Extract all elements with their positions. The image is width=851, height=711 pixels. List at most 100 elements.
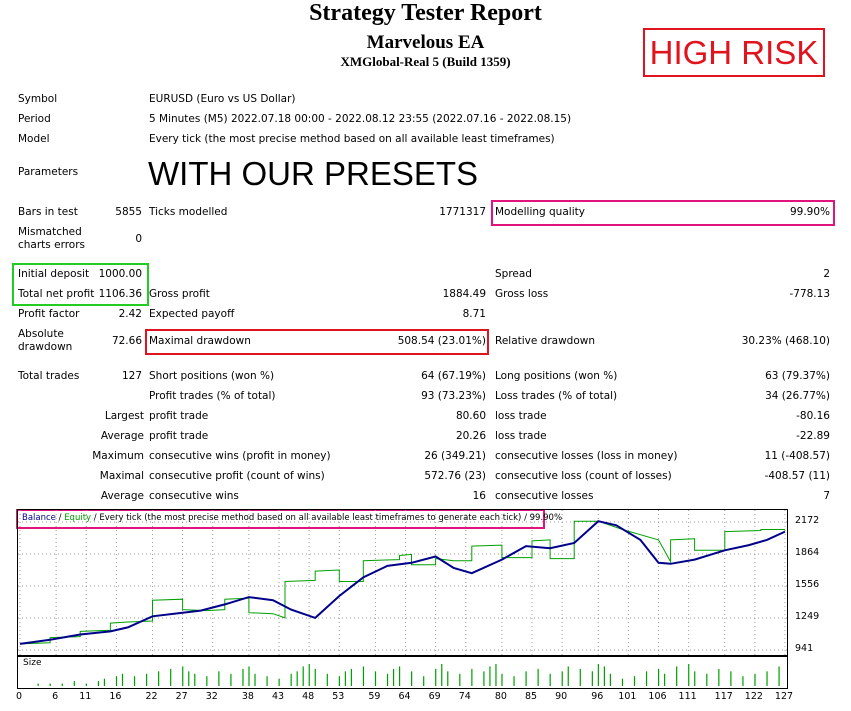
profit-trades-label: Profit trades (% of total) bbox=[149, 390, 276, 402]
size-bar bbox=[718, 668, 720, 686]
x-tick-label: 80 bbox=[494, 691, 507, 702]
size-bar bbox=[121, 673, 124, 686]
mx-cl-label: consecutive loss (count of losses) bbox=[495, 470, 672, 482]
size-bar bbox=[218, 671, 220, 686]
size-bar bbox=[248, 666, 250, 686]
size-bar bbox=[676, 666, 678, 686]
size-bar bbox=[633, 676, 636, 686]
balance-chart-svg bbox=[18, 510, 787, 655]
size-bar bbox=[664, 673, 666, 686]
grossprofit-value: 1884.49 bbox=[442, 288, 486, 300]
largest-lt-label: loss trade bbox=[495, 410, 547, 422]
size-bar bbox=[49, 683, 51, 686]
reldd-label: Relative drawdown bbox=[495, 335, 596, 347]
size-bar bbox=[230, 673, 232, 686]
size-bar bbox=[645, 671, 648, 686]
x-tick-label: 32 bbox=[205, 691, 218, 702]
size-bar bbox=[591, 671, 593, 686]
model-value: Every tick (the most precise method base… bbox=[149, 133, 555, 145]
presets-note: WITH OUR PRESETS bbox=[148, 155, 479, 192]
mx-cl-value: -408.57 (11) bbox=[764, 470, 830, 482]
size-bar bbox=[603, 666, 605, 686]
y-tick-label: 1864 bbox=[795, 547, 820, 559]
x-tick-label: 59 bbox=[368, 691, 381, 702]
maximal-label: Maximal bbox=[99, 470, 144, 482]
size-bar bbox=[344, 671, 346, 686]
average-pt-label: profit trade bbox=[149, 430, 209, 442]
x-tick-label: 101 bbox=[618, 691, 637, 702]
max-cl-value: 11 (-408.57) bbox=[764, 450, 830, 462]
size-bar bbox=[766, 671, 768, 686]
size-bar bbox=[537, 668, 539, 686]
pf-label: Profit factor bbox=[18, 308, 80, 320]
size-bar bbox=[392, 668, 395, 686]
ticks-label: Ticks modelled bbox=[149, 206, 228, 218]
size-bar bbox=[158, 671, 160, 686]
size-bar bbox=[483, 671, 485, 686]
maximum-label: Maximum bbox=[92, 450, 144, 462]
quality-value: 99.90% bbox=[789, 206, 830, 218]
trades-label: Total trades bbox=[18, 370, 80, 382]
balance-chart bbox=[17, 509, 788, 656]
size-bar bbox=[302, 666, 304, 686]
size-bar bbox=[103, 678, 106, 686]
deposit-value: 1000.00 bbox=[98, 268, 142, 280]
chart-legend: Balance / Equity / Every tick (the most … bbox=[22, 513, 562, 523]
absdd-label: Absolute drawdown bbox=[18, 328, 73, 353]
trades-value: 127 bbox=[121, 370, 142, 382]
size-bar bbox=[278, 678, 280, 686]
size-bar bbox=[489, 666, 491, 686]
size-bar bbox=[549, 673, 551, 686]
size-bar bbox=[742, 676, 744, 686]
x-tick-label: 6 bbox=[52, 691, 59, 702]
x-tick-label: 127 bbox=[774, 691, 794, 702]
netprofit-label: Total net profit bbox=[18, 288, 95, 300]
loss-trades-value: 34 (26.77%) bbox=[765, 390, 830, 402]
size-bar bbox=[242, 668, 244, 686]
size-bar bbox=[567, 666, 569, 686]
model-label: Model bbox=[18, 133, 50, 145]
loss-trades-label: Loss trades (% of total) bbox=[495, 390, 618, 402]
x-tick-label: 43 bbox=[271, 691, 285, 702]
mismatch-label: Mismatched charts errors bbox=[18, 226, 85, 251]
max-cl-label: consecutive losses (loss in money) bbox=[495, 450, 678, 462]
size-bar bbox=[694, 671, 696, 686]
report-title: Strategy Tester Report bbox=[309, 0, 542, 26]
size-bar bbox=[338, 676, 340, 686]
average2-label: Average bbox=[100, 490, 144, 502]
x-tick-label: 0 bbox=[15, 691, 23, 702]
ea-name: Marvelous EA bbox=[366, 32, 485, 53]
size-bar bbox=[411, 671, 413, 686]
size-bar bbox=[495, 664, 497, 686]
parameters-label: Parameters bbox=[18, 166, 79, 178]
spread-value: 2 bbox=[823, 268, 830, 280]
spread-label: Spread bbox=[495, 268, 532, 280]
x-tick-label: 96 bbox=[591, 691, 604, 702]
quality-label: Modelling quality bbox=[495, 206, 585, 218]
size-bar bbox=[37, 683, 39, 686]
ticks-value: 1771317 bbox=[439, 206, 486, 218]
size-bar bbox=[459, 673, 461, 686]
average-lt-value: -22.89 bbox=[796, 430, 830, 442]
grossprofit-label: Gross profit bbox=[149, 288, 210, 300]
size-bar bbox=[597, 664, 599, 686]
average-lt-label: loss trade bbox=[495, 430, 547, 442]
maxdd-label: Maximal drawdown bbox=[149, 335, 251, 347]
x-tick-label: 111 bbox=[678, 691, 697, 702]
x-tick-label: 122 bbox=[744, 691, 763, 702]
size-chart: Size bbox=[17, 656, 788, 689]
netprofit-value: 1106.36 bbox=[98, 288, 142, 300]
maxdd-value: 508.54 (23.01%) bbox=[397, 335, 486, 347]
mx-cp-value: 572.76 (23) bbox=[424, 470, 486, 482]
largest-pt-label: profit trade bbox=[149, 410, 209, 422]
x-tick-label: 38 bbox=[241, 691, 254, 702]
size-bar bbox=[326, 673, 328, 686]
series-balance-line bbox=[19, 520, 786, 645]
size-bar bbox=[206, 676, 208, 686]
size-bar bbox=[706, 673, 708, 686]
payoff-label: Expected payoff bbox=[149, 308, 235, 320]
largest-lt-value: -80.16 bbox=[796, 410, 830, 422]
mx-cp-label: consecutive profit (count of wins) bbox=[149, 470, 325, 482]
size-bar bbox=[61, 683, 63, 686]
x-tick-label: 117 bbox=[714, 691, 733, 702]
